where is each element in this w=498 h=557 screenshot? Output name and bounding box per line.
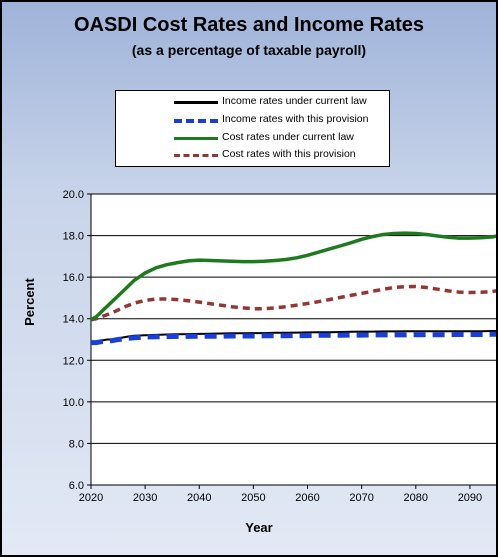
legend-label: Income rates with this provision [222,113,369,125]
legend-swatch-cost-with-provision [174,154,218,157]
legend-swatch-cost-current-law [174,137,218,140]
series-line-income-rates-with-this-provision [91,331,496,346]
y-tick-label: 12.0 [63,355,84,367]
legend-label: Cost rates under current law [222,131,354,143]
x-tick-label: 2030 [133,492,157,504]
y-tick-label: 20.0 [63,189,84,201]
legend-item-cost-with-provision: Cost rates with this provision [116,148,389,162]
chart-subtitle: (as a percentage of taxable payroll) [131,42,367,58]
series-line-cost-rates-with-this-provision [90,284,496,322]
y-tick-label: 8.0 [69,438,84,450]
legend-item-income-current-law: Income rates under current law [116,95,389,109]
y-axis-title: Percent [22,277,37,325]
y-tick-label: 16.0 [63,272,84,284]
x-tick-label: 2080 [404,492,428,504]
legend-label: Cost rates with this provision [222,148,356,160]
x-axis-title: Year [245,520,272,535]
plot-area [90,193,496,486]
y-tick-label: 14.0 [63,314,84,326]
legend: Income rates under current law Income ra… [115,90,390,167]
x-tick-label: 2070 [349,492,373,504]
tick-labels: 6.0 8.0 10.0 12.0 14.0 16.0 18.0 20.0 2020 2030 20… [63,189,483,504]
axis-ticks [87,193,471,489]
legend-swatch-income-current-law [174,101,218,104]
x-tick-label: 2050 [241,492,265,504]
legend-item-cost-current-law: Cost rates under current law [116,131,389,145]
y-tick-label: 18.0 [63,231,84,243]
x-tick-label: 2060 [295,492,319,504]
legend-label: Income rates under current law [222,95,367,107]
y-tick-label: 10.0 [63,397,84,409]
y-tick-label: 6.0 [69,480,84,492]
legend-item-income-with-provision: Income rates with this provision [116,113,389,127]
series-line-cost-rates-under-current-law [90,231,496,322]
grid-lines [91,235,496,444]
series-lines [90,231,496,346]
chart-title: OASDI Cost Rates and Income Rates [73,14,425,36]
legend-swatch-income-with-provision [174,119,218,123]
x-tick-label: 2090 [458,492,482,504]
x-tick-label: 2020 [79,492,103,504]
x-tick-label: 2040 [187,492,211,504]
